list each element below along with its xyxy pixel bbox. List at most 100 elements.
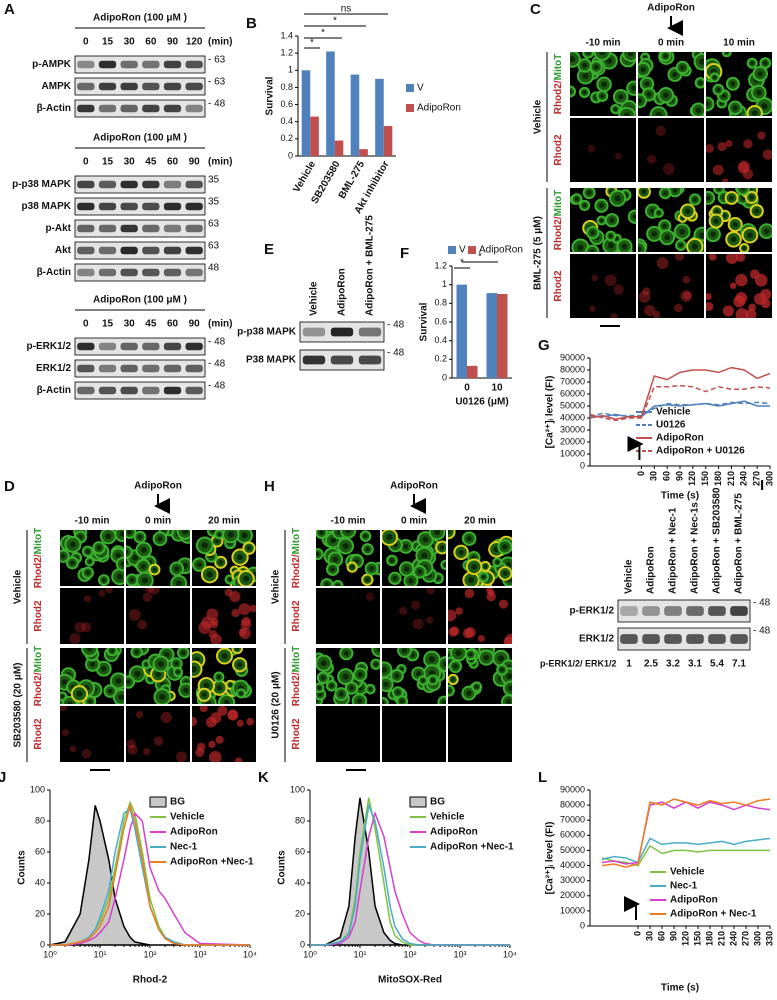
nucleus bbox=[320, 660, 327, 667]
cells bbox=[382, 530, 446, 586]
panel-letter: C bbox=[530, 1, 541, 18]
nucleus bbox=[390, 558, 394, 563]
panel-letter: K bbox=[258, 769, 269, 786]
y-tick-label: 40000 bbox=[560, 412, 585, 422]
cell bbox=[762, 149, 772, 160]
nucleus bbox=[237, 662, 243, 668]
nucleus bbox=[761, 102, 768, 110]
nucleus bbox=[246, 545, 252, 551]
cell bbox=[613, 284, 624, 295]
nucleus bbox=[468, 577, 475, 584]
cells bbox=[706, 131, 772, 182]
nucleus bbox=[474, 685, 479, 689]
nucleus bbox=[119, 530, 124, 537]
group-label: Vehicle bbox=[533, 99, 544, 134]
bar bbox=[375, 78, 384, 156]
nucleus bbox=[394, 673, 400, 679]
nucleus bbox=[618, 94, 624, 100]
blot-band bbox=[163, 268, 182, 277]
blot-band bbox=[98, 104, 117, 113]
blot-band bbox=[120, 104, 138, 113]
nucleus bbox=[410, 652, 415, 658]
nucleus bbox=[751, 110, 758, 116]
y-tick-label: 90000 bbox=[560, 784, 585, 794]
nucleus bbox=[431, 678, 435, 682]
nucleus bbox=[354, 558, 360, 564]
y-tick-label: 20 bbox=[35, 908, 45, 918]
sig-label: ns bbox=[341, 4, 352, 15]
nucleus bbox=[663, 53, 668, 58]
nucleus bbox=[756, 89, 762, 96]
blot-band bbox=[77, 180, 95, 189]
nucleus bbox=[481, 575, 486, 579]
time-label: 90 bbox=[167, 37, 179, 48]
nucleus bbox=[732, 105, 738, 111]
blot-band bbox=[98, 386, 117, 395]
nucleus bbox=[422, 536, 429, 543]
cell bbox=[83, 595, 91, 603]
cells bbox=[646, 125, 675, 175]
cells bbox=[398, 588, 435, 630]
blot-band bbox=[120, 82, 138, 91]
time-label: 60 bbox=[145, 37, 157, 48]
ratio-value: 5.4 bbox=[710, 659, 724, 670]
x-axis-title: U0126 (μM) bbox=[455, 397, 508, 408]
legend-label: BG bbox=[170, 797, 185, 808]
blot-band bbox=[185, 104, 203, 113]
nucleus bbox=[214, 538, 220, 544]
y-tick-label: 20000 bbox=[560, 890, 585, 900]
nucleus bbox=[157, 660, 164, 667]
cell bbox=[148, 588, 160, 595]
cells bbox=[382, 648, 446, 704]
blot-strip bbox=[74, 337, 206, 356]
nucleus bbox=[757, 70, 763, 77]
series-line bbox=[601, 844, 770, 867]
nucleus bbox=[203, 682, 210, 689]
cell bbox=[198, 621, 212, 634]
mw-label: 35 bbox=[208, 175, 220, 186]
blot-band bbox=[77, 246, 95, 255]
row-label-red: Rhod2/ bbox=[553, 80, 564, 114]
nucleus bbox=[606, 57, 613, 64]
nucleus bbox=[672, 188, 678, 193]
cell bbox=[81, 622, 92, 633]
nucleus bbox=[500, 667, 505, 672]
x-axis-title: MitoSOX-Red bbox=[378, 975, 442, 986]
bar bbox=[486, 293, 497, 378]
nucleus bbox=[582, 90, 587, 95]
x-tick-label: 30 bbox=[644, 931, 654, 941]
blot-band bbox=[98, 364, 117, 373]
cell bbox=[570, 85, 577, 98]
blot-band bbox=[686, 634, 704, 644]
nucleus bbox=[638, 246, 642, 252]
row-label-red: Rhod2/ bbox=[291, 554, 302, 588]
mw-label: - 48 bbox=[387, 320, 405, 331]
cell bbox=[160, 711, 172, 723]
cell bbox=[725, 139, 733, 148]
nucleus bbox=[570, 55, 576, 63]
nucleus bbox=[60, 694, 64, 698]
y-tick-label: 1.4 bbox=[280, 30, 293, 40]
lane-label: AdipoRon bbox=[337, 268, 348, 316]
row-label: p-AMPK bbox=[32, 59, 72, 70]
cell bbox=[642, 287, 651, 296]
blot-band bbox=[185, 224, 203, 233]
nucleus bbox=[740, 188, 746, 191]
nucleus bbox=[210, 530, 215, 533]
blot-band bbox=[185, 60, 203, 69]
ratio-value: 1 bbox=[626, 659, 632, 670]
series-line bbox=[601, 801, 771, 865]
y-tick-label: 50000 bbox=[560, 400, 585, 410]
blot-band bbox=[330, 355, 354, 365]
nucleus bbox=[162, 530, 166, 533]
nucleus bbox=[400, 699, 405, 704]
x-tick-label: Vehicle bbox=[291, 159, 318, 195]
lane-label: AdipoRon bbox=[646, 546, 657, 594]
cell bbox=[487, 589, 495, 596]
cell bbox=[208, 750, 222, 762]
blot-band bbox=[142, 180, 160, 189]
row-label: p-p38 MAPK bbox=[12, 179, 72, 190]
blot-band bbox=[664, 606, 682, 616]
nucleus bbox=[88, 560, 92, 564]
bar bbox=[310, 116, 319, 156]
